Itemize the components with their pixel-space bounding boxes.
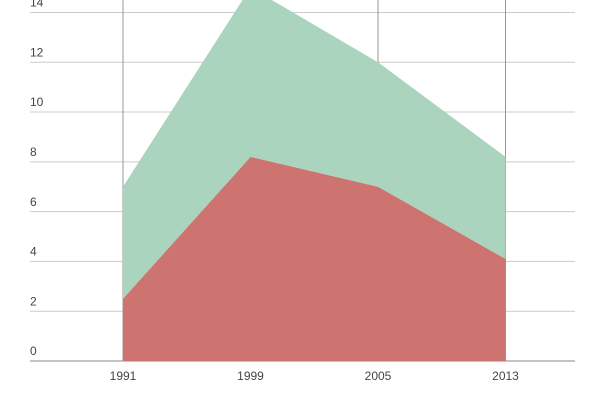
y-tick-label: 2: [30, 294, 37, 308]
y-tick-label: 0: [30, 344, 37, 358]
labels: 0 2 4 6 8 10 12 14 1991 1999 2005 2013: [30, 0, 519, 383]
y-tick-label: 8: [30, 145, 37, 159]
y-tick-label: 4: [30, 245, 37, 259]
y-tick-label: 10: [30, 95, 44, 109]
y-tick-label: 14: [30, 0, 44, 10]
area: [123, 0, 506, 299]
y-tick-label: 12: [30, 45, 44, 59]
area: [123, 156, 506, 361]
x-tick-label: 1999: [237, 369, 264, 383]
x-tick-label: 1991: [110, 369, 137, 383]
x-tick-label: 2005: [365, 369, 392, 383]
y-tick-label: 6: [30, 195, 37, 209]
areas: [123, 0, 506, 361]
x-tick-label: 2013: [492, 369, 519, 383]
